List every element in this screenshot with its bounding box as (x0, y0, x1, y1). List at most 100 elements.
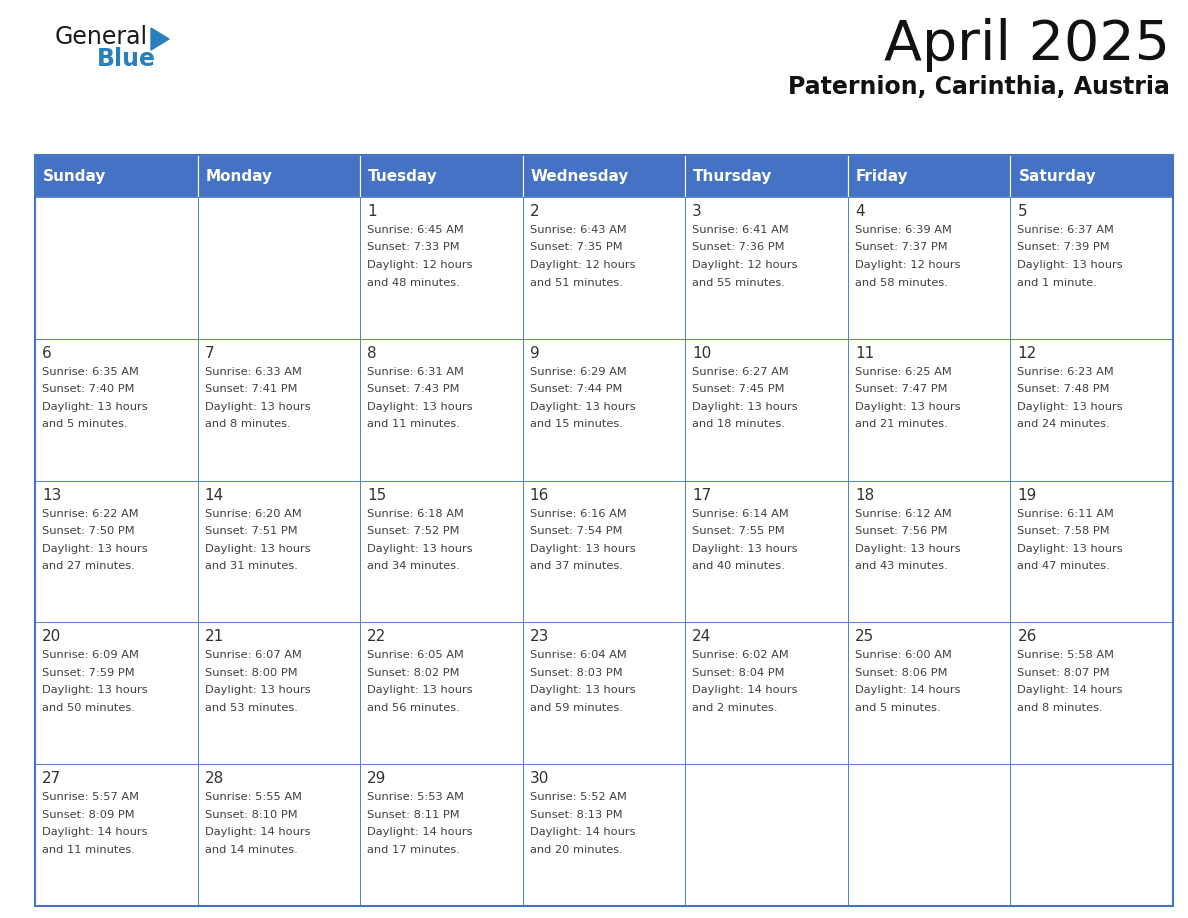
Text: 16: 16 (530, 487, 549, 502)
Text: and 34 minutes.: and 34 minutes. (367, 561, 460, 571)
Text: Sunset: 7:45 PM: Sunset: 7:45 PM (693, 385, 785, 395)
Text: 19: 19 (1017, 487, 1037, 502)
Text: Sunset: 8:04 PM: Sunset: 8:04 PM (693, 668, 785, 677)
Bar (34, 197, 197, 339)
Text: Sunset: 7:56 PM: Sunset: 7:56 PM (855, 526, 947, 536)
Text: Sunset: 7:59 PM: Sunset: 7:59 PM (42, 668, 134, 677)
Bar (34, 339, 197, 481)
Text: Daylight: 12 hours: Daylight: 12 hours (855, 260, 960, 270)
Text: and 55 minutes.: and 55 minutes. (693, 277, 785, 287)
Text: and 37 minutes.: and 37 minutes. (530, 561, 623, 571)
Text: 8: 8 (367, 346, 377, 361)
Text: Daylight: 14 hours: Daylight: 14 hours (530, 827, 636, 837)
Text: Sunrise: 5:53 AM: Sunrise: 5:53 AM (367, 792, 465, 802)
Text: Sunset: 8:11 PM: Sunset: 8:11 PM (367, 810, 460, 820)
Text: Sunrise: 6:43 AM: Sunrise: 6:43 AM (530, 225, 626, 235)
Text: and 53 minutes.: and 53 minutes. (204, 703, 297, 713)
Bar (523, 339, 685, 481)
Text: Sunset: 7:48 PM: Sunset: 7:48 PM (1017, 385, 1110, 395)
Text: Sunrise: 6:05 AM: Sunrise: 6:05 AM (367, 650, 465, 660)
Text: and 50 minutes.: and 50 minutes. (42, 703, 135, 713)
Text: Paternion, Carinthia, Austria: Paternion, Carinthia, Austria (788, 75, 1170, 99)
Text: Sunset: 8:13 PM: Sunset: 8:13 PM (530, 810, 623, 820)
Text: Daylight: 13 hours: Daylight: 13 hours (42, 402, 147, 412)
Text: 25: 25 (855, 630, 874, 644)
Text: Sunset: 7:58 PM: Sunset: 7:58 PM (1017, 526, 1110, 536)
Text: Sunrise: 6:00 AM: Sunrise: 6:00 AM (855, 650, 952, 660)
Text: 7: 7 (204, 346, 214, 361)
Text: Sunrise: 6:25 AM: Sunrise: 6:25 AM (855, 367, 952, 376)
Text: and 40 minutes.: and 40 minutes. (693, 561, 785, 571)
Text: Daylight: 13 hours: Daylight: 13 hours (204, 543, 310, 554)
Text: April 2025: April 2025 (884, 18, 1170, 72)
Text: Saturday: Saturday (1018, 169, 1097, 184)
Text: 11: 11 (855, 346, 874, 361)
Text: Daylight: 12 hours: Daylight: 12 hours (693, 260, 798, 270)
Text: Sunrise: 5:58 AM: Sunrise: 5:58 AM (1017, 650, 1114, 660)
Text: Sunrise: 6:14 AM: Sunrise: 6:14 AM (693, 509, 789, 519)
Text: Sunrise: 6:39 AM: Sunrise: 6:39 AM (855, 225, 952, 235)
Bar (34, 481, 197, 622)
Bar (34, 764, 197, 906)
Text: and 21 minutes.: and 21 minutes. (855, 420, 948, 430)
Text: Sunset: 8:02 PM: Sunset: 8:02 PM (367, 668, 460, 677)
Text: Sunrise: 6:18 AM: Sunrise: 6:18 AM (367, 509, 465, 519)
Text: Sunrise: 6:09 AM: Sunrise: 6:09 AM (42, 650, 139, 660)
Text: Sunrise: 6:31 AM: Sunrise: 6:31 AM (367, 367, 465, 376)
Text: Daylight: 13 hours: Daylight: 13 hours (530, 686, 636, 696)
Bar (1011, 622, 1173, 764)
Bar (523, 155, 685, 197)
Bar (1011, 339, 1173, 481)
Text: Blue: Blue (97, 47, 156, 71)
Text: 24: 24 (693, 630, 712, 644)
Text: Sunset: 7:44 PM: Sunset: 7:44 PM (530, 385, 623, 395)
Text: Wednesday: Wednesday (531, 169, 630, 184)
Text: Daylight: 13 hours: Daylight: 13 hours (1017, 543, 1123, 554)
Text: Sunrise: 6:12 AM: Sunrise: 6:12 AM (855, 509, 952, 519)
Text: Sunset: 7:47 PM: Sunset: 7:47 PM (855, 385, 947, 395)
Text: and 51 minutes.: and 51 minutes. (530, 277, 623, 287)
Text: Daylight: 14 hours: Daylight: 14 hours (693, 686, 798, 696)
Text: Sunset: 8:03 PM: Sunset: 8:03 PM (530, 668, 623, 677)
Text: and 48 minutes.: and 48 minutes. (367, 277, 460, 287)
Bar (1011, 481, 1173, 622)
Text: 29: 29 (367, 771, 386, 786)
Bar (360, 764, 523, 906)
Bar (848, 481, 1011, 622)
Text: 4: 4 (855, 204, 865, 219)
Text: and 15 minutes.: and 15 minutes. (530, 420, 623, 430)
Text: Daylight: 13 hours: Daylight: 13 hours (367, 686, 473, 696)
Text: and 20 minutes.: and 20 minutes. (530, 845, 623, 855)
Bar (1011, 764, 1173, 906)
Text: and 5 minutes.: and 5 minutes. (855, 703, 941, 713)
Polygon shape (151, 28, 169, 50)
Text: Sunrise: 6:16 AM: Sunrise: 6:16 AM (530, 509, 626, 519)
Text: 20: 20 (42, 630, 62, 644)
Text: Sunrise: 6:04 AM: Sunrise: 6:04 AM (530, 650, 626, 660)
Text: Daylight: 14 hours: Daylight: 14 hours (42, 827, 147, 837)
Text: Sunset: 8:06 PM: Sunset: 8:06 PM (855, 668, 947, 677)
Text: Sunset: 7:41 PM: Sunset: 7:41 PM (204, 385, 297, 395)
Bar (1011, 197, 1173, 339)
Bar (360, 197, 523, 339)
Text: Sunset: 8:07 PM: Sunset: 8:07 PM (1017, 668, 1110, 677)
Text: Sunset: 7:54 PM: Sunset: 7:54 PM (530, 526, 623, 536)
Text: 18: 18 (855, 487, 874, 502)
Text: Sunset: 7:43 PM: Sunset: 7:43 PM (367, 385, 460, 395)
Bar (685, 622, 848, 764)
Bar (1011, 155, 1173, 197)
Text: 13: 13 (42, 487, 62, 502)
Text: Sunset: 7:52 PM: Sunset: 7:52 PM (367, 526, 460, 536)
Bar (685, 481, 848, 622)
Text: and 47 minutes.: and 47 minutes. (1017, 561, 1110, 571)
Text: Sunday: Sunday (43, 169, 107, 184)
Text: and 5 minutes.: and 5 minutes. (42, 420, 127, 430)
Text: Tuesday: Tuesday (368, 169, 438, 184)
Bar (360, 155, 523, 197)
Text: Daylight: 14 hours: Daylight: 14 hours (367, 827, 473, 837)
Text: Sunrise: 6:11 AM: Sunrise: 6:11 AM (1017, 509, 1114, 519)
Text: and 24 minutes.: and 24 minutes. (1017, 420, 1110, 430)
Text: Sunset: 8:10 PM: Sunset: 8:10 PM (204, 810, 297, 820)
Bar (197, 339, 360, 481)
Text: General: General (55, 25, 148, 49)
